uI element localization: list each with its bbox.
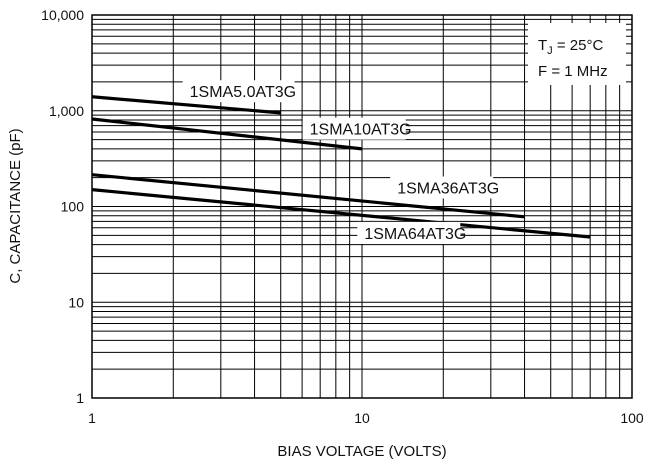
- series-label: 1SMA36AT3G: [397, 180, 499, 197]
- series-label-background: [357, 221, 461, 244]
- x-tick-label: 10: [354, 410, 370, 426]
- y-tick-label: 10,000: [41, 7, 84, 23]
- x-axis-title: BIAS VOLTAGE (VOLTS): [277, 443, 446, 460]
- tick-labels: 1 10 100 1 10 100 1,000 10,000: [41, 7, 644, 426]
- conditions-box: TJ = 25°C F = 1 MHz: [528, 23, 626, 85]
- series-labels: 1SMA5.0AT3G 1SMA10AT3G 1SMA36AT3G 1SMA64AT3…: [182, 80, 499, 244]
- y-tick-label: 100: [61, 199, 85, 215]
- series-line: [91, 95, 281, 115]
- series-label: 1SMA64AT3G: [364, 226, 466, 243]
- junction-temperature-label: TJ = 25°C: [538, 37, 603, 57]
- x-tick-label: 100: [620, 410, 644, 426]
- series-label-background: [182, 80, 295, 103]
- frequency-label: F = 1 MHz: [538, 63, 608, 80]
- series-line: [91, 188, 591, 239]
- series-label: 1SMA5.0AT3G: [190, 84, 296, 101]
- series-label-background: [390, 176, 494, 199]
- plot-frame: [91, 14, 633, 399]
- y-axis-title: C, CAPACITANCE (pF): [7, 128, 24, 283]
- series-line: [91, 173, 525, 219]
- series-lines: [91, 95, 591, 239]
- y-tick-label: 1: [76, 390, 84, 406]
- series-line: [91, 117, 363, 151]
- y-tick-label: 10: [68, 294, 84, 310]
- series-label: 1SMA10AT3G: [310, 122, 412, 139]
- series-label-background: [302, 117, 406, 140]
- y-tick-label: 1,000: [49, 103, 84, 119]
- x-tick-label: 1: [88, 410, 96, 426]
